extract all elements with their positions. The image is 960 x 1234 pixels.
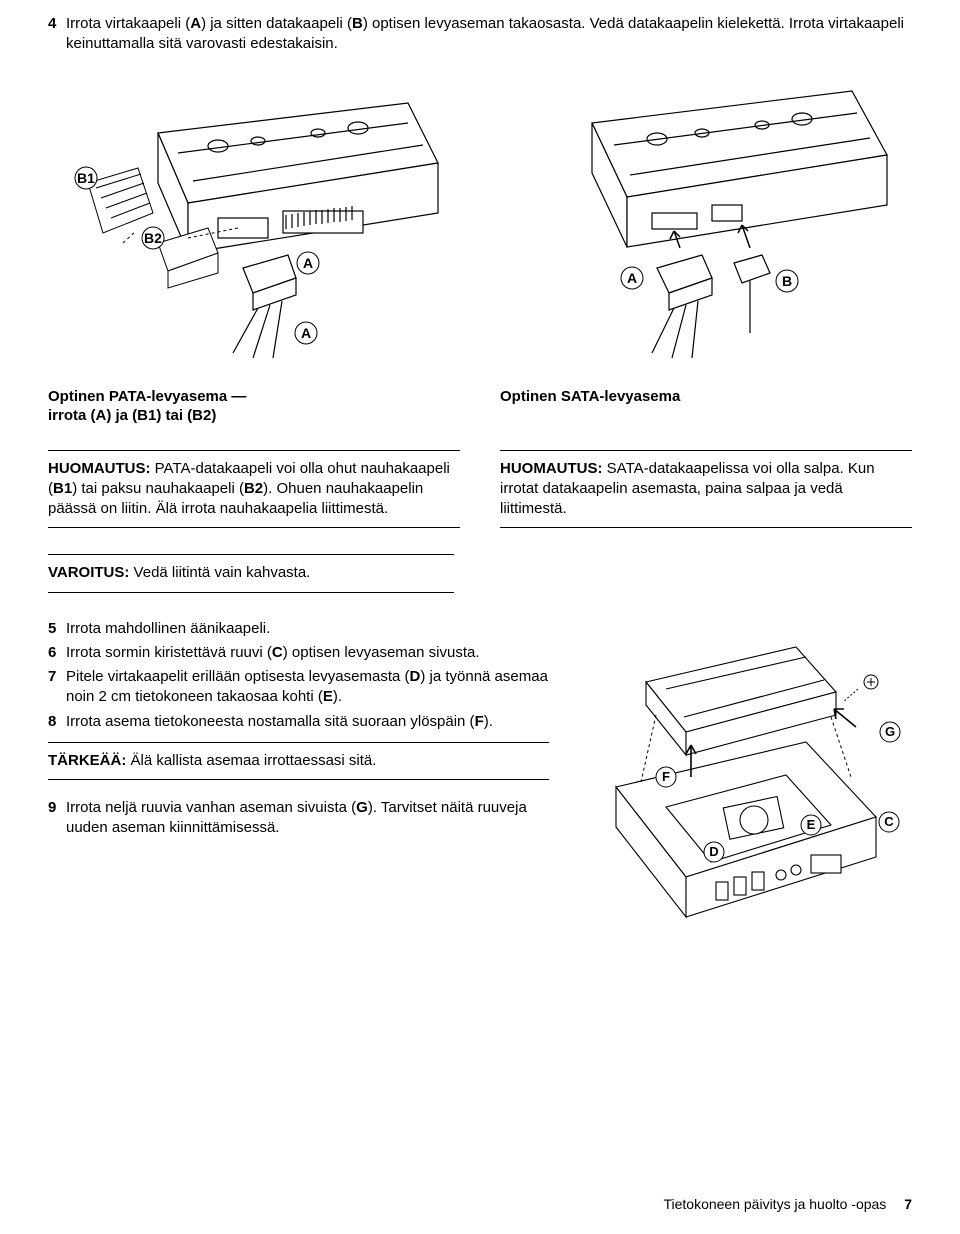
important-box: TÄRKEÄÄ: Älä kallista asemaa irrottaessa…: [48, 742, 549, 780]
notes-row: HUOMAUTUS: PATA-datakaapeli voi olla ohu…: [48, 450, 912, 529]
diagram-row: B1 B2 A A: [48, 73, 912, 373]
note-pata: HUOMAUTUS: PATA-datakaapeli voi olla ohu…: [48, 450, 460, 529]
warning-box: VAROITUS: Vedä liitintä vain kahvasta.: [48, 554, 454, 592]
svg-text:B: B: [782, 273, 792, 289]
footer: Tietokoneen päivitys ja huolto -opas 7: [663, 1195, 912, 1214]
lower-section: 5 Irrota mahdollinen äänikaapeli. 6 Irro…: [48, 619, 912, 927]
svg-text:A: A: [627, 270, 637, 286]
lower-text: 5 Irrota mahdollinen äänikaapeli. 6 Irro…: [48, 619, 549, 927]
svg-text:A: A: [301, 325, 311, 341]
step-4-num: 4: [48, 14, 66, 55]
chassis-icon: F D E C G: [576, 627, 906, 927]
footer-page: 7: [904, 1196, 912, 1212]
svg-text:C: C: [884, 814, 894, 829]
svg-text:B1: B1: [77, 170, 95, 186]
diagram-sata: A B: [492, 73, 912, 373]
caption-pata: Optinen PATA-levyasema — irrota (A) ja (…: [48, 387, 460, 426]
svg-text:G: G: [884, 724, 894, 739]
step-8: 8 Irrota asema tietokoneesta nostamalla …: [48, 712, 549, 732]
svg-text:A: A: [303, 255, 313, 271]
step-7: 7 Pitele virtakaapelit erillään optisest…: [48, 667, 549, 708]
step-9: 9 Irrota neljä ruuvia vanhan aseman sivu…: [48, 798, 549, 839]
svg-text:F: F: [662, 769, 670, 784]
svg-text:D: D: [709, 844, 718, 859]
note-sata: HUOMAUTUS: SATA-datakaapelissa voi olla …: [500, 450, 912, 529]
svg-text:B2: B2: [144, 230, 162, 246]
captions-row: Optinen PATA-levyasema — irrota (A) ja (…: [48, 387, 912, 426]
step-6: 6 Irrota sormin kiristettävä ruuvi (C) o…: [48, 643, 549, 663]
step-4: 4 Irrota virtakaapeli (A) ja sitten data…: [48, 14, 912, 55]
caption-sata: Optinen SATA-levyasema: [500, 387, 912, 426]
lower-diagram: F D E C G: [569, 619, 912, 927]
sata-drive-icon: A B: [502, 73, 902, 373]
pata-drive-icon: B1 B2 A A: [58, 73, 458, 373]
step-5: 5 Irrota mahdollinen äänikaapeli.: [48, 619, 549, 639]
diagram-pata: B1 B2 A A: [48, 73, 468, 373]
footer-title: Tietokoneen päivitys ja huolto -opas: [663, 1196, 886, 1212]
step-4-text: Irrota virtakaapeli (A) ja sitten dataka…: [66, 14, 912, 55]
svg-text:E: E: [806, 817, 815, 832]
